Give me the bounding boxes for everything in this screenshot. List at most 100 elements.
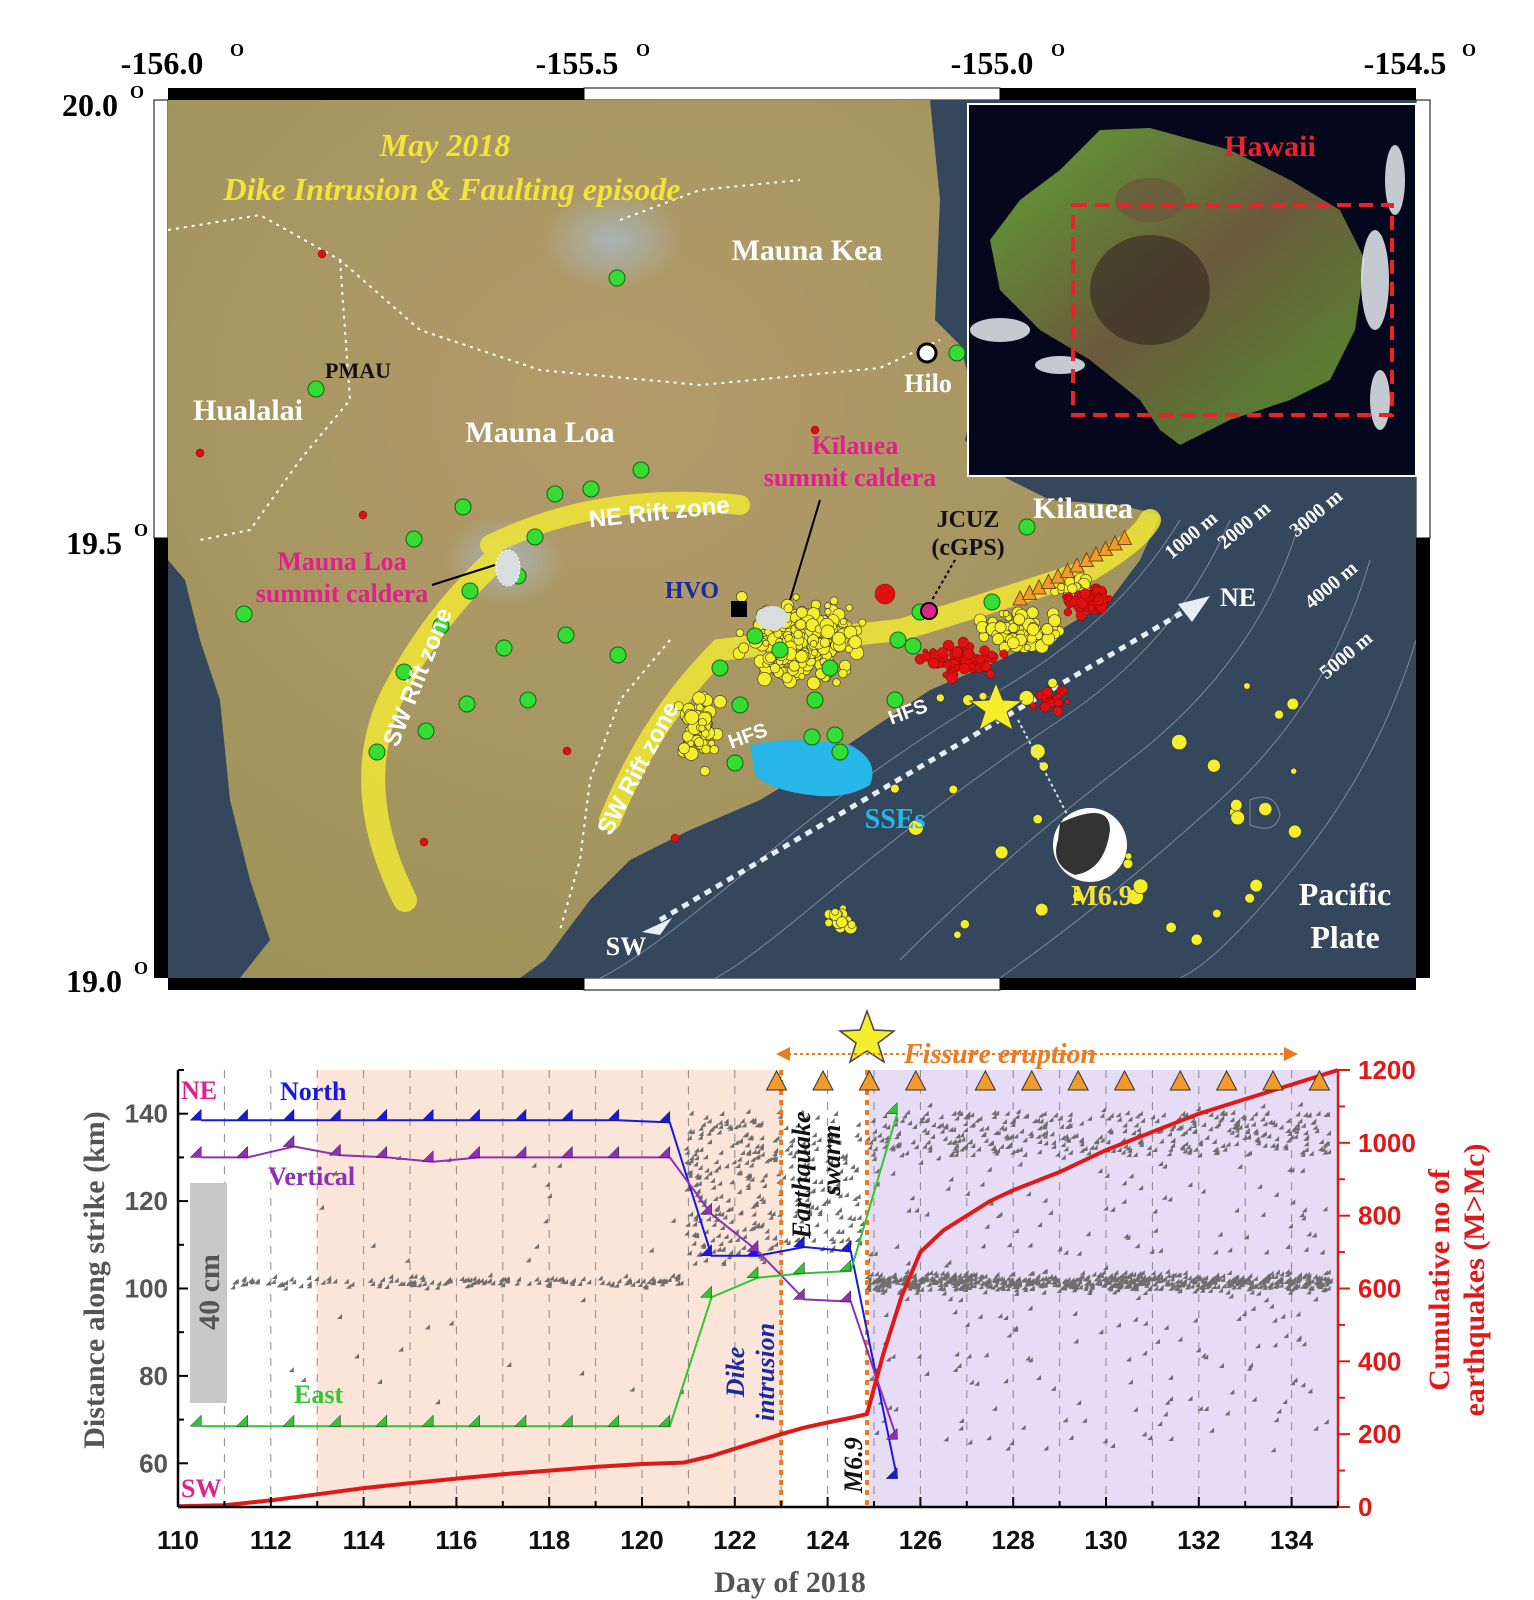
earthquake-point bbox=[717, 1180, 723, 1186]
earthquake-point bbox=[1171, 1272, 1177, 1278]
earthquake-point bbox=[1215, 1121, 1221, 1127]
earthquake-point bbox=[695, 1188, 701, 1194]
earthquake-point bbox=[1300, 1283, 1306, 1289]
earthquake-point bbox=[953, 1142, 959, 1148]
series-marker bbox=[189, 1145, 202, 1158]
earthquake-point bbox=[1005, 1275, 1011, 1281]
earthquake-point bbox=[1190, 1276, 1196, 1282]
earthquake-point bbox=[1211, 1138, 1217, 1144]
earthquake-point bbox=[868, 1375, 874, 1381]
earthquake-point bbox=[894, 1243, 900, 1249]
x-tick-label: 114 bbox=[343, 1525, 385, 1555]
gps-station bbox=[395, 663, 413, 681]
earthquake-point bbox=[1323, 1419, 1329, 1425]
earthquake-point bbox=[794, 1237, 800, 1243]
gps-station bbox=[771, 641, 789, 659]
earthquake-point bbox=[795, 1200, 801, 1206]
earthquake-point bbox=[924, 1211, 930, 1217]
earthquake-point bbox=[813, 1205, 819, 1211]
earthquake-point bbox=[1125, 1234, 1131, 1240]
earthquake-point bbox=[688, 1155, 694, 1161]
earthquake-point bbox=[697, 1134, 703, 1140]
earthquake-point bbox=[927, 1144, 933, 1150]
earthquake-point bbox=[1219, 1109, 1225, 1115]
earthquake-yellow bbox=[1032, 814, 1043, 825]
earthquake-point bbox=[835, 1228, 841, 1234]
earthquake-point bbox=[404, 1257, 410, 1263]
earthquake-point bbox=[1272, 1122, 1278, 1128]
earthquake-point bbox=[1002, 1126, 1008, 1132]
earthquake-point bbox=[1110, 1147, 1116, 1153]
earthquake-point bbox=[733, 1124, 739, 1130]
earthquake-red bbox=[962, 648, 974, 660]
earthquake-point bbox=[1077, 1284, 1083, 1290]
earthquake-point bbox=[1111, 1289, 1117, 1295]
earthquake-point bbox=[1215, 1283, 1221, 1289]
earthquake-point bbox=[735, 1163, 741, 1169]
gps-station bbox=[432, 617, 450, 635]
series-marker bbox=[607, 1414, 620, 1427]
mauna-loa-caldera-blob bbox=[495, 549, 521, 587]
volcano-boundaries bbox=[168, 179, 941, 931]
earthquake-point bbox=[706, 1139, 712, 1145]
series-marker bbox=[514, 1108, 527, 1121]
earthquake-point bbox=[800, 1140, 806, 1146]
earthquake-point bbox=[1322, 1149, 1328, 1155]
earthquake-point bbox=[1161, 1194, 1167, 1200]
earthquake-point bbox=[965, 1275, 971, 1281]
earthquake-point bbox=[1185, 1144, 1191, 1150]
earthquake-point bbox=[1303, 1135, 1309, 1141]
earthquake-point bbox=[709, 1125, 715, 1131]
earthquake-point bbox=[1272, 1342, 1278, 1348]
earthquake-point bbox=[1116, 1116, 1122, 1122]
earthquake-point bbox=[1234, 1207, 1240, 1213]
earthquake-point bbox=[864, 1274, 870, 1280]
earthquake-point bbox=[842, 1159, 848, 1165]
earthquake-point bbox=[1253, 1130, 1259, 1136]
earthquake-point bbox=[1083, 1285, 1089, 1291]
label-kilauea-caldera-2: summit caldera bbox=[764, 463, 937, 492]
earthquake-point bbox=[715, 1232, 721, 1238]
earthquake-yellow bbox=[695, 703, 704, 712]
earthquake-point bbox=[1008, 1271, 1014, 1277]
earthquake-point bbox=[919, 1115, 925, 1121]
earthquake-point bbox=[729, 1142, 735, 1148]
annotation-dike-2: intrusion bbox=[751, 1323, 780, 1421]
earthquake-point bbox=[686, 1135, 692, 1141]
earthquake-point bbox=[918, 1286, 924, 1292]
earthquake-point bbox=[416, 1282, 422, 1288]
earthquake-point bbox=[970, 1142, 976, 1148]
earthquake-yellow bbox=[1048, 614, 1061, 628]
series-marker bbox=[189, 1414, 202, 1427]
earthquake-point bbox=[894, 1141, 900, 1147]
earthquake-point bbox=[1274, 1136, 1280, 1142]
earthquake-point bbox=[759, 1151, 765, 1157]
earthquake-point bbox=[410, 1279, 416, 1285]
earthquake-point bbox=[1313, 1425, 1319, 1431]
earthquake-point bbox=[782, 1237, 788, 1243]
earthquake-point bbox=[943, 1262, 949, 1268]
earthquake-point bbox=[1199, 1287, 1205, 1293]
earthquake-point bbox=[891, 1273, 897, 1279]
earthquake-point bbox=[950, 1139, 956, 1145]
earthquake-point bbox=[927, 1147, 933, 1153]
earthquake-point bbox=[794, 1122, 800, 1128]
earthquake-point bbox=[833, 1110, 839, 1116]
earthquake-point bbox=[1150, 1270, 1156, 1276]
earthquake-point bbox=[346, 1283, 352, 1289]
earthquake-point bbox=[1108, 1129, 1114, 1135]
earthquake-point bbox=[468, 1281, 474, 1287]
earthquake-point bbox=[718, 1193, 724, 1199]
earthquake-point bbox=[963, 1269, 969, 1275]
earthquake-point bbox=[754, 1143, 760, 1149]
earthquake-point bbox=[498, 1276, 504, 1282]
earthquake-red bbox=[1029, 702, 1037, 710]
earthquake-point bbox=[1055, 1151, 1061, 1157]
earthquake-point bbox=[1213, 1114, 1219, 1120]
earthquake-point bbox=[1057, 1115, 1063, 1121]
earthquake-point bbox=[870, 1151, 876, 1157]
lon-deg-4: O bbox=[1462, 40, 1476, 60]
series-marker bbox=[560, 1108, 573, 1121]
earthquake-yellow bbox=[832, 678, 841, 687]
earthquake-point bbox=[1174, 1278, 1180, 1284]
